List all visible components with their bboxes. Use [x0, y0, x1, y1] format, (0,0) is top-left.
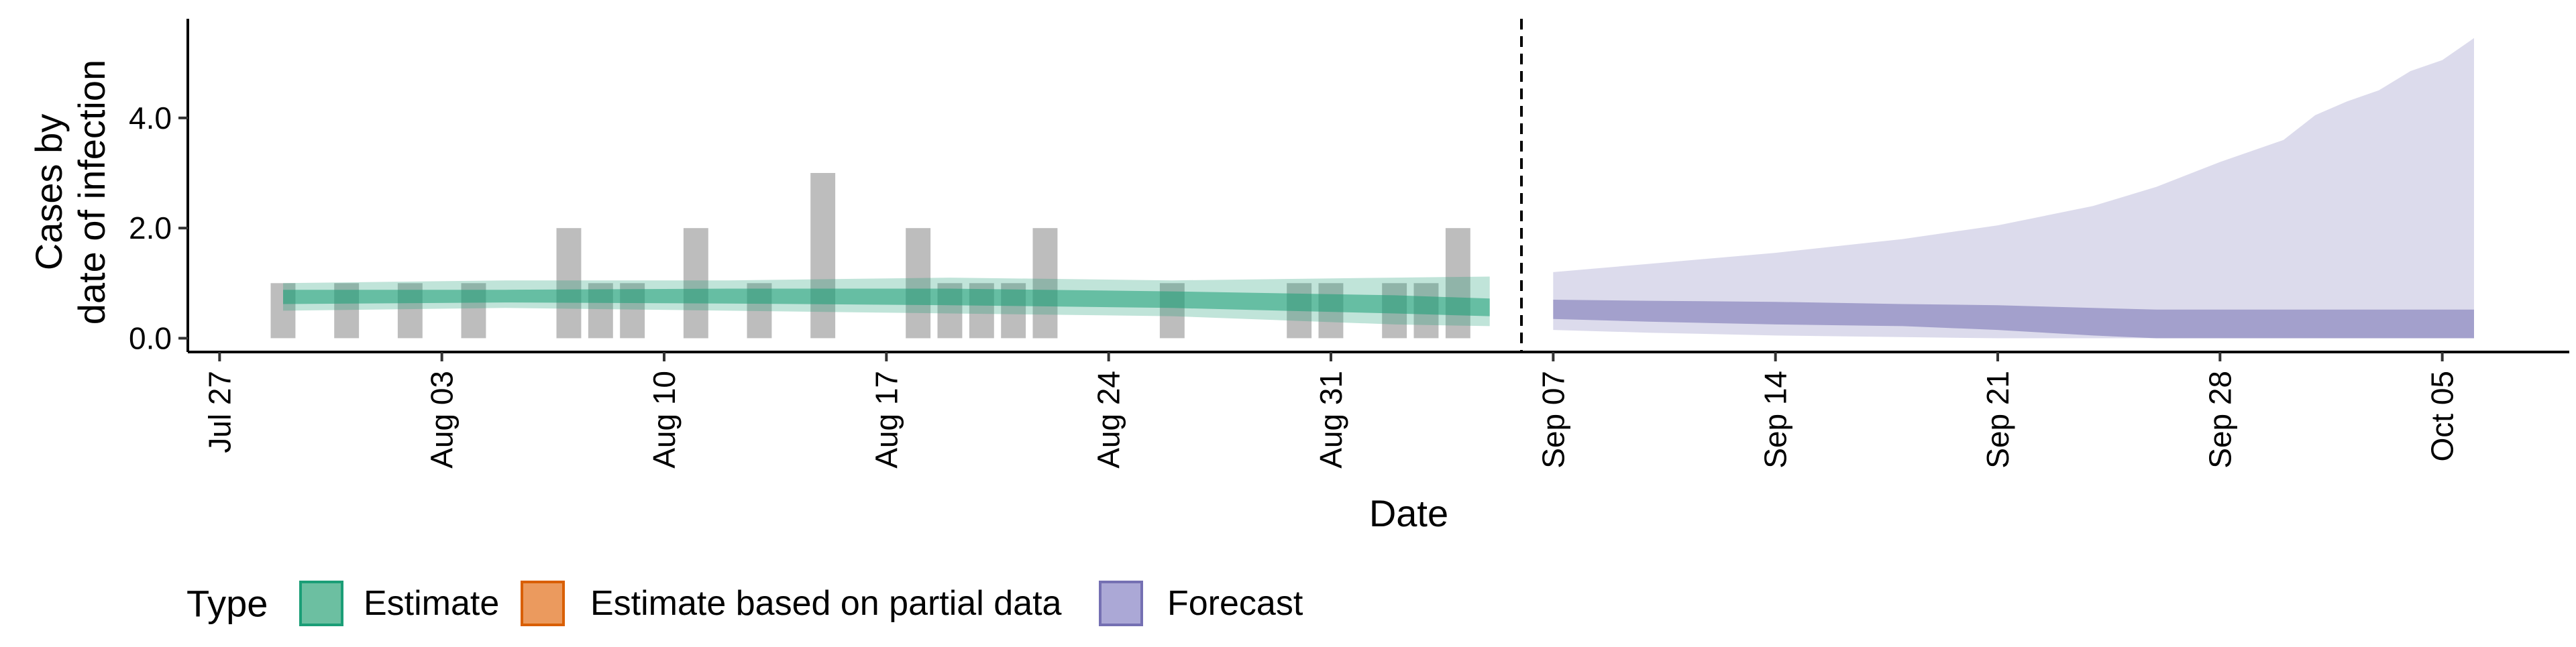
- y-axis-title: Cases by date of infection: [28, 60, 113, 325]
- legend-key-2: [521, 581, 565, 626]
- case-bar-5: [556, 228, 582, 339]
- x-tick-label-10: Sep 28: [2202, 371, 2237, 469]
- legend-label-2: Estimate based on partial data: [590, 584, 1062, 623]
- case-bar-15: [1032, 228, 1058, 339]
- case-bar-21: [1445, 228, 1470, 339]
- legend-key-3: [1099, 581, 1143, 626]
- forecast-inner-ribbon: [1553, 300, 2474, 339]
- estimate-inner-ribbon: [283, 288, 1490, 316]
- case-bar-11: [906, 228, 931, 339]
- case-bar-10: [810, 173, 836, 339]
- case-bar-8: [683, 228, 708, 339]
- x-tick-label-6: Aug 31: [1313, 371, 1348, 469]
- legend-title: Type: [186, 583, 268, 625]
- x-tick-label-11: Oct 05: [2425, 371, 2460, 462]
- x-tick-label-1: Jul 27: [202, 371, 237, 453]
- forecast-outer-ribbon: [1553, 38, 2474, 339]
- y-tick-label-1: 0.0: [129, 320, 172, 355]
- x-axis-title: Date: [1369, 492, 1448, 534]
- y-tick-label-2: 2.0: [129, 211, 172, 245]
- x-tick-label-5: Aug 24: [1091, 371, 1126, 469]
- x-tick-label-8: Sep 14: [1758, 371, 1793, 469]
- x-tick-label-2: Aug 03: [425, 371, 460, 469]
- x-tick-label-9: Sep 21: [1980, 371, 2015, 469]
- x-tick-label-4: Aug 17: [869, 371, 904, 469]
- y-axis-title-line-2: date of infection: [70, 60, 113, 325]
- y-axis-title-line-1: Cases by: [28, 114, 70, 270]
- y-tick-label-3: 4.0: [129, 101, 172, 135]
- legend-label-1: Estimate: [364, 584, 499, 623]
- x-tick-label-7: Sep 07: [1536, 371, 1570, 469]
- x-tick-label-3: Aug 10: [647, 371, 682, 469]
- legend-key-1: [299, 581, 343, 626]
- legend-label-3: Forecast: [1167, 584, 1303, 623]
